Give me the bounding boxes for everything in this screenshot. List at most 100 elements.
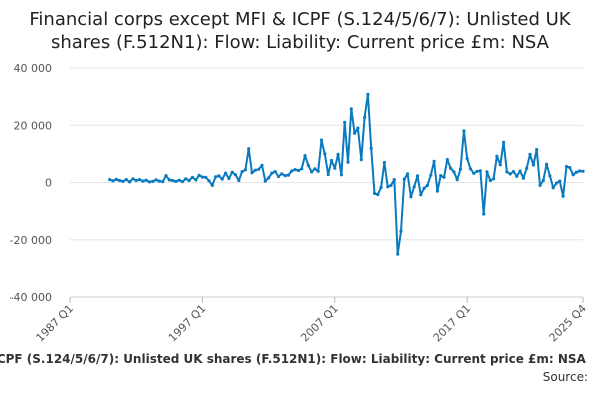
data-point	[498, 163, 502, 167]
data-point	[306, 163, 310, 167]
data-point	[336, 152, 340, 156]
data-point	[366, 92, 370, 96]
data-point	[439, 174, 443, 178]
data-point	[386, 185, 390, 189]
data-point	[449, 166, 453, 170]
data-point	[267, 176, 271, 180]
data-point	[237, 178, 241, 183]
data-point	[521, 176, 526, 180]
data-point	[561, 194, 565, 198]
data-point	[578, 169, 582, 173]
data-point	[197, 173, 201, 177]
data-point	[531, 163, 536, 167]
data-point	[243, 168, 247, 172]
data-point	[435, 189, 439, 193]
data-point	[177, 178, 181, 182]
data-point	[134, 178, 138, 183]
data-point	[111, 179, 115, 183]
data-point	[313, 167, 317, 171]
data-point	[409, 195, 413, 199]
data-point	[171, 178, 175, 183]
data-point	[273, 170, 277, 174]
data-point	[128, 180, 132, 184]
data-point	[478, 169, 482, 173]
data-point	[167, 178, 171, 182]
data-point	[353, 131, 357, 135]
data-point	[141, 179, 145, 183]
data-point	[329, 158, 334, 163]
data-point	[482, 212, 486, 216]
data-point	[280, 172, 284, 176]
data-point	[200, 175, 204, 179]
data-point	[465, 157, 469, 161]
data-point	[445, 158, 449, 162]
data-point	[402, 177, 406, 181]
data-point	[535, 148, 539, 152]
data-point	[376, 192, 380, 197]
data-point	[290, 169, 294, 173]
data-point	[359, 158, 363, 162]
data-point	[429, 173, 433, 177]
data-point	[372, 191, 377, 195]
data-point	[250, 171, 254, 175]
x-tick-label: 2017 Q1	[431, 302, 474, 345]
data-point	[462, 129, 466, 133]
data-point	[194, 178, 198, 182]
data-point	[316, 169, 320, 173]
data-point	[137, 178, 142, 182]
data-point	[432, 159, 436, 163]
data-point	[217, 174, 221, 178]
source-label: Source:	[542, 370, 588, 384]
data-point	[518, 169, 522, 173]
data-point	[492, 177, 496, 181]
data-point	[508, 172, 512, 176]
data-point	[147, 180, 151, 184]
data-point	[558, 179, 562, 183]
data-point	[468, 167, 473, 171]
data-point	[389, 183, 393, 187]
data-point	[382, 160, 386, 165]
data-point	[458, 167, 463, 171]
data-point	[396, 252, 400, 256]
data-point	[214, 175, 218, 179]
data-point	[343, 120, 347, 124]
data-point	[286, 173, 290, 177]
data-point	[263, 179, 267, 183]
data-point	[425, 183, 429, 187]
data-point	[505, 170, 509, 174]
data-point	[323, 152, 327, 156]
data-point	[227, 176, 231, 181]
data-point	[502, 140, 506, 144]
data-point	[270, 171, 274, 175]
data-point	[379, 185, 383, 189]
data-point	[356, 126, 360, 130]
data-point	[326, 172, 330, 177]
data-point	[475, 169, 479, 173]
x-tick-label: 1997 Q1	[166, 302, 209, 345]
data-point	[545, 162, 549, 166]
x-tick-label: 2025 Q4	[547, 302, 590, 345]
x-tick-label: 1987 Q1	[34, 302, 77, 345]
data-point	[144, 178, 148, 182]
grid-lines	[70, 67, 583, 298]
legend-entry: Financial corps except MFI & ICPF (S.124…	[0, 352, 586, 366]
data-point	[276, 174, 281, 179]
data-point	[114, 177, 118, 181]
x-axis: 1987 Q1 1997 Q1 2007 Q1 2017 Q1 2025 Q4	[34, 296, 590, 345]
data-point	[204, 175, 208, 179]
data-point	[363, 115, 367, 120]
data-point	[118, 178, 122, 183]
data-point	[310, 170, 314, 174]
data-point	[528, 152, 532, 156]
data-point	[406, 172, 410, 176]
data-point	[124, 178, 128, 182]
x-tick-label: 2007 Q1	[298, 302, 341, 345]
data-point	[108, 178, 112, 182]
y-tick-label: 20 000	[14, 119, 53, 132]
data-point	[511, 170, 516, 174]
data-point	[581, 169, 585, 173]
chart-title: Financial corps except MFI & ICPF (S.124…	[29, 9, 571, 53]
data-point	[574, 170, 579, 174]
data-point	[554, 181, 559, 185]
